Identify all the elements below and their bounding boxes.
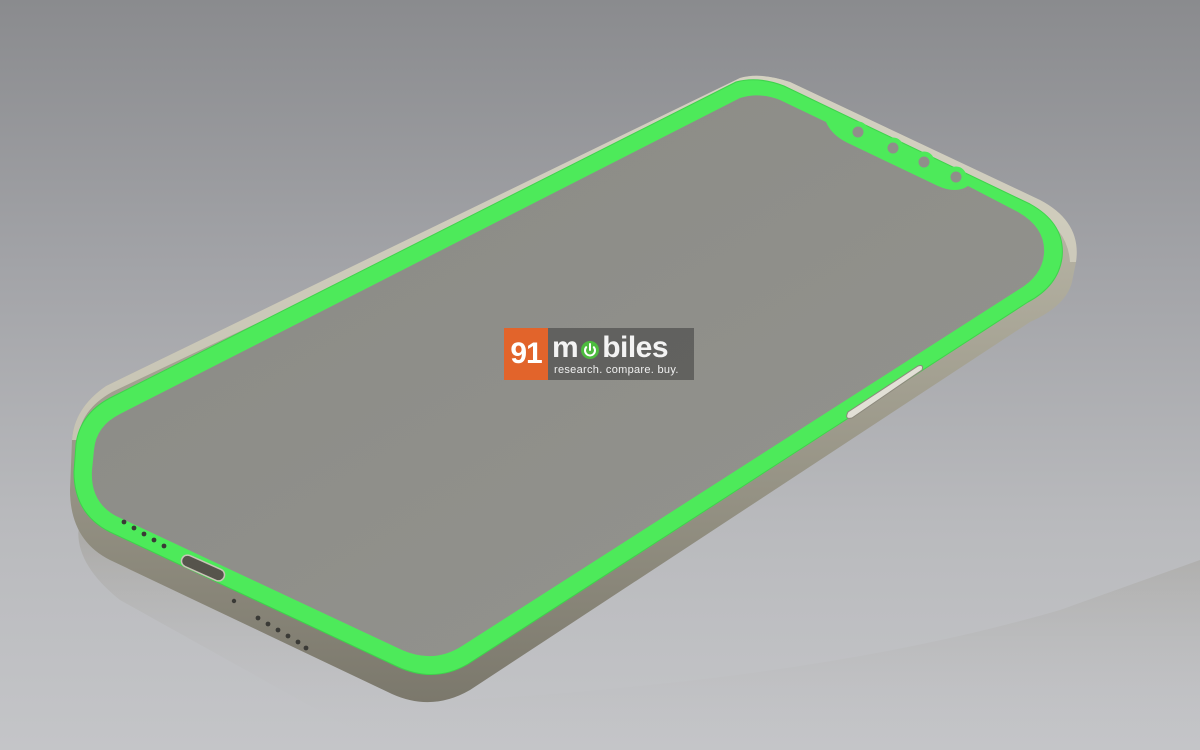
watermark-name-prefix: m [552, 330, 579, 364]
notch-sensor-2 [882, 137, 904, 159]
power-icon [579, 339, 601, 361]
notch-sensor-1 [847, 121, 869, 143]
speaker-grille-right [255, 615, 309, 651]
watermark-tagline: research. compare. buy. [554, 363, 679, 376]
charging-port [180, 554, 226, 582]
watermark-text-block: m biles research. compare. buy. [548, 328, 694, 380]
speaker-grille-left [121, 519, 167, 549]
notch-sensor-4 [945, 166, 967, 188]
brand-watermark: 91 m biles research. compare. buy. [504, 328, 694, 380]
screw-hole [231, 598, 237, 604]
watermark-name: m biles [552, 332, 694, 364]
watermark-name-suffix: biles [602, 330, 669, 364]
watermark-number: 91 [504, 328, 548, 380]
phone-reflection [78, 520, 1200, 745]
side-button [846, 365, 923, 419]
notch [847, 121, 967, 188]
notch-sensor-3 [913, 151, 935, 173]
